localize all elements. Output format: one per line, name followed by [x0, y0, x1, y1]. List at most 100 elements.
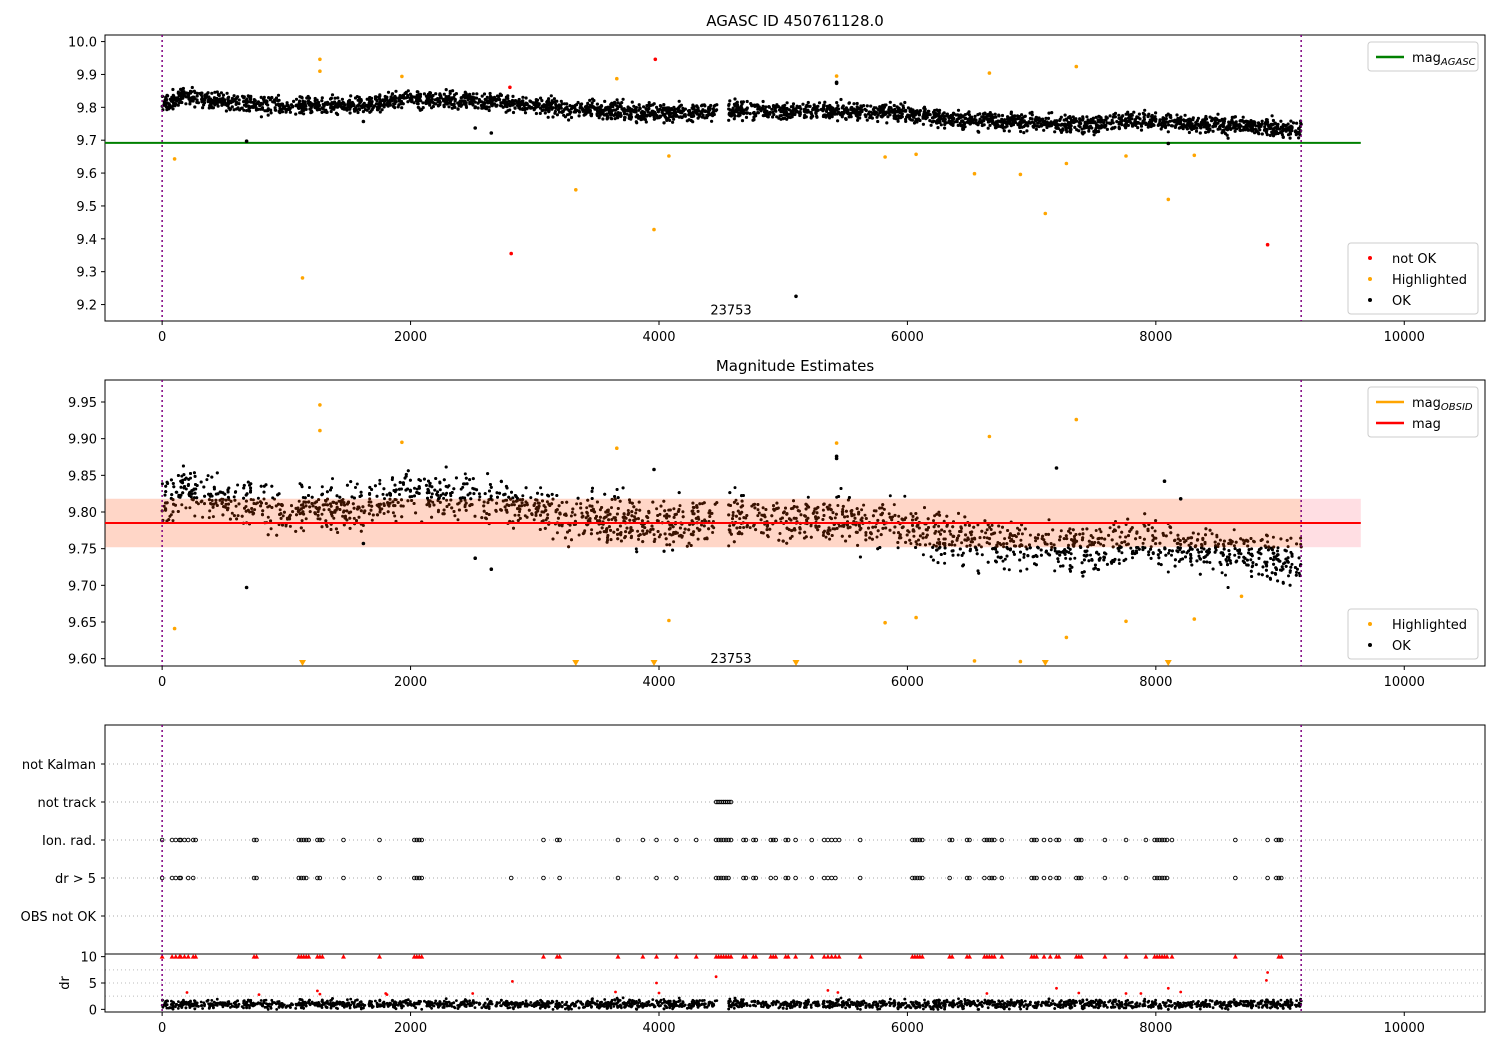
- ok-point: [668, 118, 672, 122]
- ok-point: [1162, 116, 1166, 120]
- ok-point: [352, 107, 356, 111]
- ok-point: [1249, 119, 1253, 123]
- ok-point: [1132, 110, 1136, 114]
- ok-point: [893, 107, 897, 112]
- ok-point: [1102, 121, 1106, 125]
- ok-point: [1036, 121, 1040, 125]
- ok-point: [1018, 123, 1023, 127]
- ok-point: [1058, 118, 1062, 123]
- ok-point: [349, 105, 353, 109]
- highlighted-point: [987, 71, 992, 75]
- ok-point: [681, 106, 685, 110]
- ok-point: [316, 107, 320, 111]
- ok-point: [616, 112, 620, 116]
- ok-point: [1028, 116, 1032, 121]
- ok-point: [813, 105, 817, 109]
- ok-point: [297, 101, 301, 105]
- ok-point: [333, 96, 337, 100]
- y-tick-label: 9.95: [68, 396, 97, 411]
- ok-point: [779, 110, 783, 114]
- ok-point: [1198, 131, 1202, 135]
- ok-point: [848, 112, 852, 116]
- ok-point: [1268, 133, 1272, 137]
- ok-point: [230, 511, 234, 515]
- ok-point: [466, 98, 470, 102]
- ok-point: [993, 112, 997, 116]
- ok-point: [203, 98, 207, 102]
- ok-point: [245, 109, 249, 113]
- ok-point: [1205, 122, 1209, 127]
- ok-point: [791, 102, 796, 106]
- ok-point: [1030, 110, 1034, 114]
- ok-point: [674, 114, 678, 118]
- ok-point: [162, 102, 166, 106]
- ok-point: [1225, 127, 1229, 131]
- ok-point: [970, 119, 975, 123]
- ok-point: [740, 119, 745, 123]
- ok-point: [1010, 118, 1014, 122]
- ok-point: [1104, 115, 1108, 119]
- ok-point: [277, 109, 281, 114]
- ok-point: [276, 99, 280, 103]
- ok-point: [1204, 130, 1208, 134]
- ok-point: [232, 94, 236, 98]
- ok-point: [937, 537, 941, 541]
- ok-point: [949, 116, 953, 120]
- ok-point: [207, 516, 211, 520]
- ok-point: [489, 95, 493, 99]
- ok-point: [262, 95, 266, 99]
- ok-point: [240, 106, 244, 110]
- highlighted-point: [1074, 64, 1079, 69]
- ok-point: [346, 102, 351, 106]
- highlighted-point: [972, 171, 977, 176]
- ok-point: [655, 114, 659, 118]
- ok-point: [1020, 113, 1024, 117]
- ok-point: [1271, 134, 1276, 138]
- ok-point: [523, 111, 528, 115]
- ok-point: [1025, 129, 1029, 133]
- ok-point: [610, 109, 614, 113]
- y-tick-label: 9.5: [76, 200, 97, 215]
- ok-point: [1187, 130, 1191, 135]
- ok-point: [1041, 117, 1045, 121]
- ok-point: [836, 119, 840, 123]
- ok-point: [307, 101, 311, 105]
- ok-point: [956, 108, 961, 112]
- ok-point: [863, 107, 867, 111]
- ok-point: [1288, 136, 1292, 140]
- ok-point: [1297, 126, 1301, 130]
- ok-point: [689, 118, 693, 123]
- ok-point: [207, 95, 211, 99]
- ok-point: [671, 115, 675, 119]
- ok-point: [1170, 119, 1174, 123]
- ok-point: [393, 94, 397, 98]
- ok-point: [680, 115, 684, 119]
- ok-point: [1233, 129, 1237, 133]
- ok-point: [1166, 130, 1170, 134]
- ok-point: [1001, 126, 1005, 130]
- ok-point: [393, 97, 397, 101]
- ok-point: [380, 103, 384, 107]
- ok-point: [1169, 115, 1173, 120]
- ok-point: [865, 104, 869, 108]
- y-tick-label: 9.60: [68, 653, 97, 668]
- ok-point: [1034, 119, 1038, 123]
- legend-label-subscript: AGASC: [1440, 57, 1476, 68]
- ok-point: [673, 111, 677, 115]
- ok-point: [615, 98, 619, 102]
- ok-point: [1200, 550, 1204, 554]
- ok-point: [674, 107, 679, 111]
- ok-point: [1047, 111, 1051, 115]
- ok-point: [602, 108, 606, 112]
- ok-point: [926, 109, 930, 113]
- ok-point: [782, 113, 786, 117]
- ok-point: [1246, 128, 1250, 132]
- ok-point: [1014, 120, 1018, 124]
- ok-point: [302, 112, 306, 116]
- ok-point: [503, 100, 508, 104]
- ok-point: [475, 96, 479, 100]
- ok-point: [842, 111, 846, 115]
- ok-point: [1154, 117, 1158, 121]
- ok-point: [385, 98, 389, 102]
